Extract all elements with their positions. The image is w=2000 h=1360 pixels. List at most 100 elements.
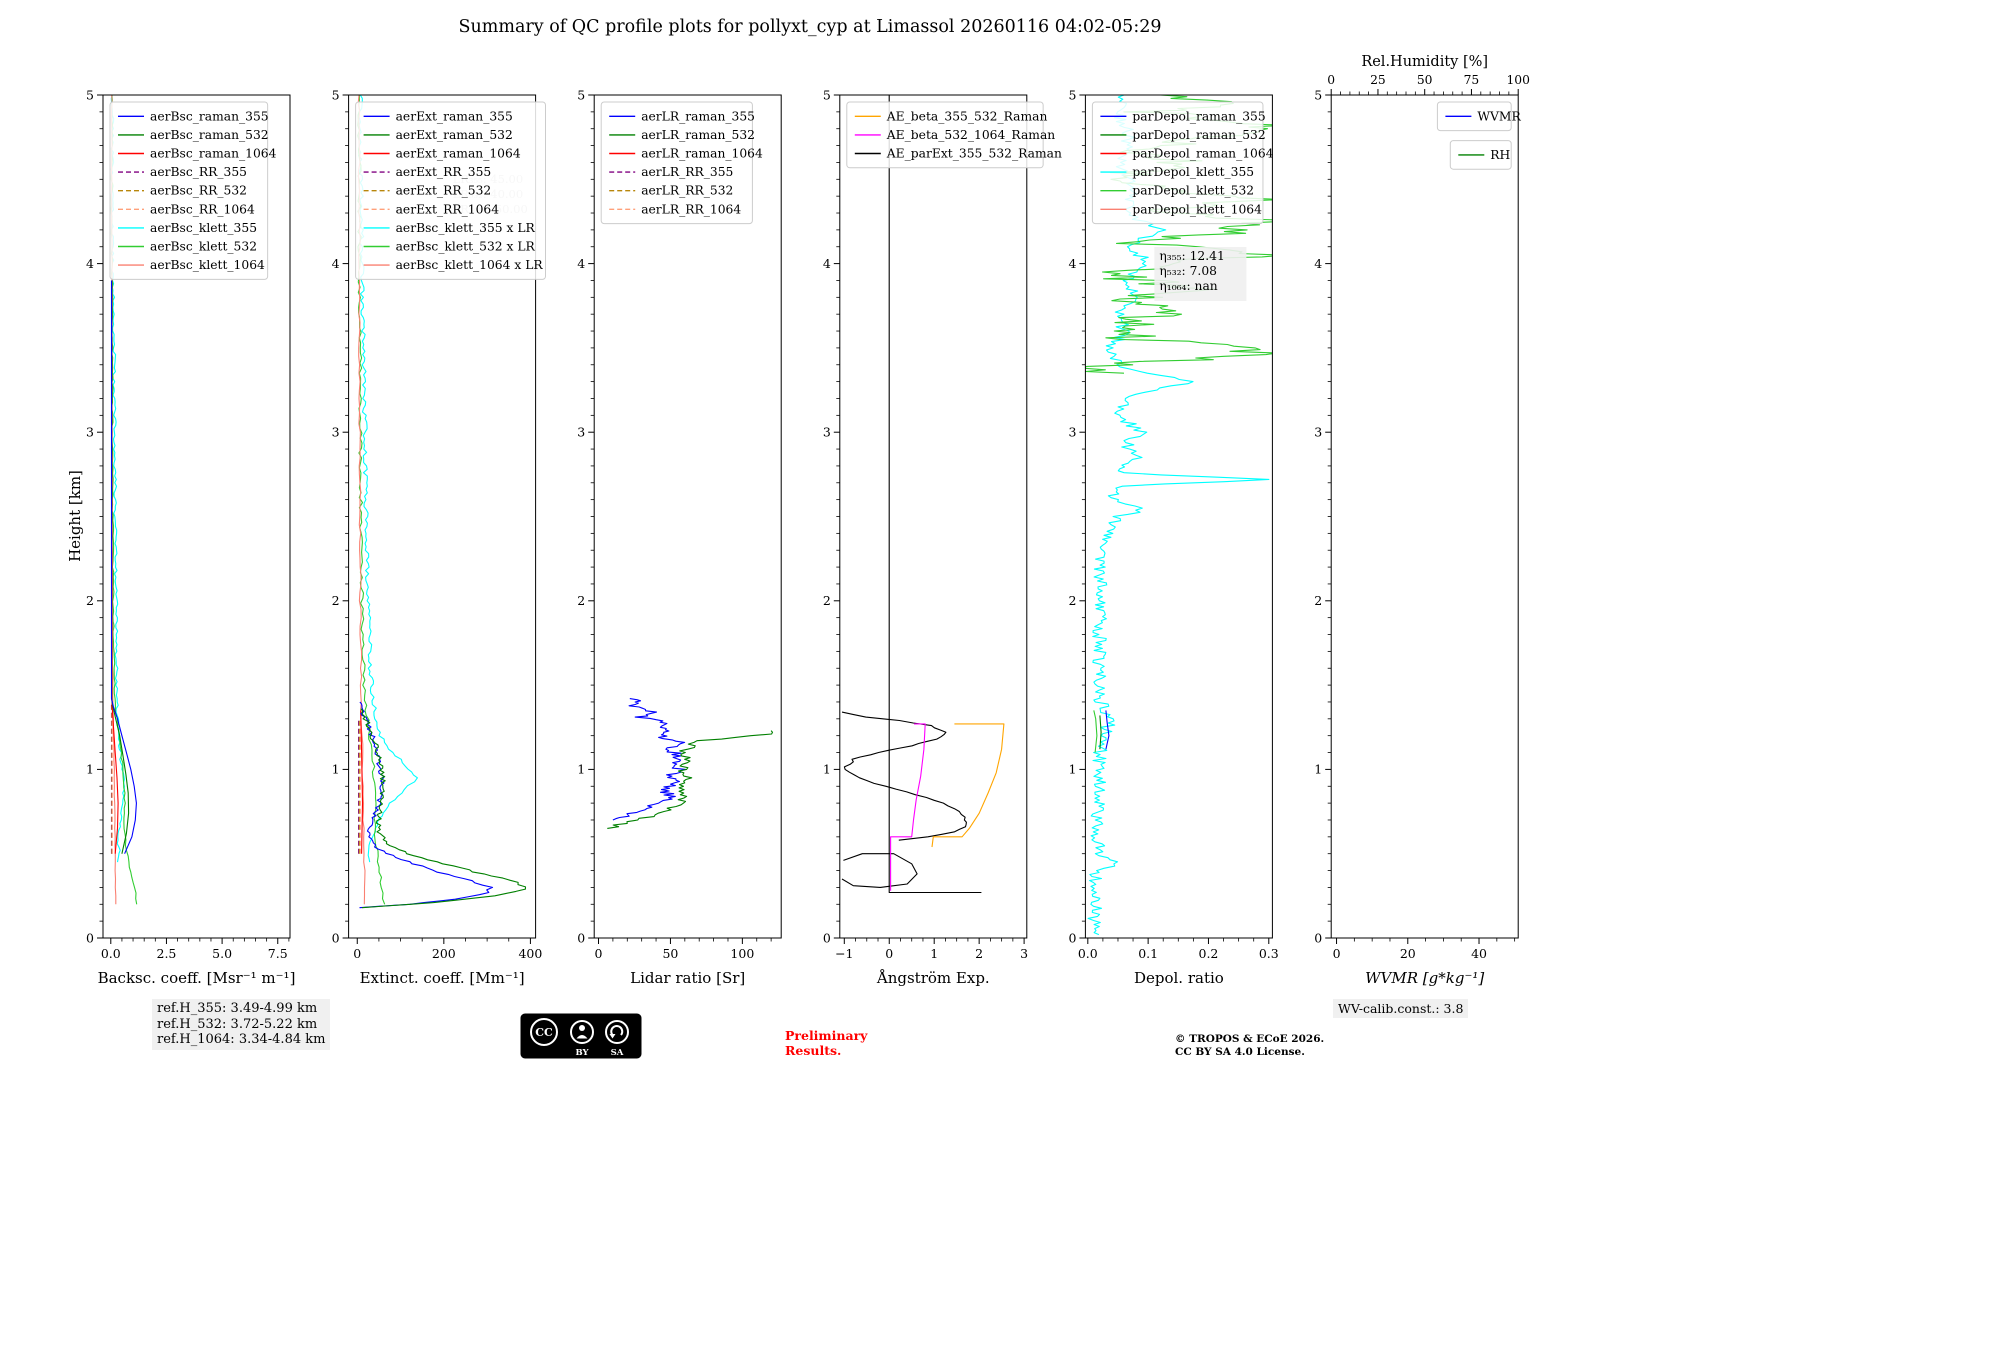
sa-arrow-arc <box>610 1025 624 1036</box>
series-aerBsc_raman_355 <box>110 280 137 854</box>
legend-label: aerLR_raman_355 <box>641 109 755 123</box>
x-tick-label: 0 <box>353 946 361 961</box>
y-tick-label: 3 <box>823 425 831 440</box>
legend: aerExt_raman_355 aerExt_raman_532 aerExt_r… <box>355 101 546 280</box>
y-tick-label: 1 <box>577 762 585 777</box>
legend-label: aerExt_RR_532 <box>396 184 492 198</box>
x-tick-label: 2.5 <box>157 946 177 961</box>
legend-label: AE_beta_355_532_Raman <box>886 109 1048 123</box>
legend-label: aerExt_raman_532 <box>396 128 513 142</box>
x-tick-label: 7.5 <box>268 946 288 961</box>
wv-calib-note: WV-calib.const.: 3.8 <box>1333 999 1469 1018</box>
x-tick-label: 2 <box>975 946 983 961</box>
legend-label: aerLR_RR_355 <box>641 165 733 179</box>
ref-h-355: ref.H_355: 3.49-4.99 km <box>157 1001 318 1016</box>
x-tick-label: 40 <box>1471 946 1487 961</box>
preliminary-line-1: Preliminary <box>785 1028 868 1043</box>
legend-label: aerLR_raman_532 <box>641 128 755 142</box>
legend: WVMR <box>1436 101 1522 132</box>
legend-label: aerBsc_klett_1064 x LR <box>396 258 544 272</box>
cc-logo-text: CC <box>535 1026 553 1039</box>
legend-label: parDepol_raman_532 <box>1132 128 1265 142</box>
x-tick-label: −1 <box>835 946 853 961</box>
legend-label: aerLR_raman_1064 <box>641 147 763 161</box>
y-tick-label: 3 <box>577 425 585 440</box>
y-tick-label: 5 <box>823 87 831 102</box>
legend-label: WVMR <box>1477 109 1521 123</box>
y-tick-label: 2 <box>332 593 340 608</box>
top-tick-label: 25 <box>1370 73 1386 87</box>
y-tick-label: 1 <box>86 762 94 777</box>
copyright-line-1: © TROPOS & ECoE 2026. <box>1175 1033 1325 1045</box>
legend-label: AE_parExt_355_532_Raman <box>886 147 1062 161</box>
legend-label: parDepol_raman_355 <box>1132 109 1265 123</box>
legend-label: aerLR_RR_1064 <box>641 202 741 216</box>
legend-label: aerBsc_klett_1064 <box>150 258 265 272</box>
top-tick-label: 100 <box>1506 73 1529 87</box>
y-tick-label: 2 <box>577 593 585 608</box>
y-tick-label: 4 <box>86 256 94 271</box>
cc-badge: CC BY SA <box>519 1012 643 1060</box>
legend-label: aerBsc_RR_1064 <box>150 202 255 216</box>
legend-label: aerExt_raman_1064 <box>396 147 521 161</box>
x-tick-label: 400 <box>518 946 542 961</box>
plots-canvas: 0 1 2 3 4 5 0.0 2.5 5.0 7.5 Backsc. coeff. [Msr⁻¹ … <box>86 54 1530 987</box>
legend: parDepol_raman_355 parDepol_raman_532 parD… <box>1091 101 1274 225</box>
legend-label: aerBsc_RR_355 <box>150 165 247 179</box>
y-tick-label: 4 <box>332 256 340 271</box>
x-tick-label: 1 <box>930 946 938 961</box>
legend-label: aerBsc_RR_532 <box>150 184 247 198</box>
legend-label: AE_beta_532_1064_Raman <box>886 128 1056 142</box>
series-parDepol_klett_532_low <box>1093 710 1098 753</box>
cc-by-label: BY <box>575 1048 589 1058</box>
x-tick-label: 0.0 <box>101 946 121 961</box>
y-tick-label: 2 <box>1068 593 1076 608</box>
annotation-line: η₅₃₂: 7.08 <box>1159 264 1217 278</box>
x-axis-label: Backsc. coeff. [Msr⁻¹ m⁻¹] <box>98 969 296 987</box>
cc-sa-label: SA <box>611 1048 624 1058</box>
ref-h-532: ref.H_532: 3.72-5.22 km <box>157 1016 318 1032</box>
y-tick-label: 2 <box>86 593 94 608</box>
by-person-body <box>576 1035 588 1039</box>
series-AE_parExt_lower_loop <box>841 853 918 888</box>
y-tick-label: 0 <box>1314 930 1322 945</box>
series-aerExt_raman_355 <box>359 701 494 909</box>
series-group <box>607 698 774 829</box>
y-tick-label: 3 <box>332 425 340 440</box>
y-tick-label: 5 <box>1068 87 1076 102</box>
series-aerExt_raman_1064 <box>360 710 364 854</box>
legend-label: aerBsc_klett_532 <box>150 240 257 254</box>
x-axis-label: Ångström Exp. <box>876 969 990 987</box>
legend-label: aerBsc_klett_355 <box>150 221 257 235</box>
annotation-line: η₁₀₆₄: nan <box>1159 279 1217 293</box>
y-tick-label: 5 <box>577 87 585 102</box>
x-axis-label: WVMR [g*kg⁻¹] <box>1365 969 1484 987</box>
copyright-note: © TROPOS & ECoE 2026. CC BY SA 4.0 Licen… <box>1175 1033 1324 1058</box>
x-tick-label: 50 <box>662 946 678 961</box>
by-person-icon <box>570 1020 594 1044</box>
series-aerExt_raman_532 <box>360 708 527 909</box>
x-tick-label: 200 <box>432 946 456 961</box>
y-tick-label: 4 <box>1314 256 1322 271</box>
series-AE_beta_355_532_Raman <box>931 723 1005 848</box>
series-AE_parExt_vertical <box>888 95 982 894</box>
y-tick-label: 1 <box>1314 762 1322 777</box>
series-parDepol_klett_355 <box>1087 95 1270 936</box>
preliminary-note: Preliminary Results. <box>785 1028 867 1058</box>
legend: AE_beta_355_532_Raman AE_beta_532_1064_Ra… <box>846 101 1062 169</box>
x-tick-label: 0.1 <box>1138 946 1158 961</box>
series-parDepol_raman_532 <box>1099 715 1102 750</box>
y-tick-label: 0 <box>823 930 831 945</box>
y-tick-label: 3 <box>1068 425 1076 440</box>
x-tick-label: 0 <box>885 946 893 961</box>
legend: RH <box>1449 140 1512 170</box>
axes-frame <box>1330 94 1519 939</box>
top-tick-label: 0 <box>1327 73 1335 87</box>
legend-label: aerBsc_klett_532 x LR <box>396 240 536 254</box>
y-tick-label: 0 <box>1068 930 1076 945</box>
series-aerLR_raman_532 <box>607 730 774 829</box>
panel-angstroem: 0 1 2 3 4 5 −1 0 1 2 3 Ångström Exp. AE_beta_355_532… <box>823 87 1062 987</box>
top-tick-label: 75 <box>1464 73 1480 87</box>
x-tick-label: 0.0 <box>1078 946 1098 961</box>
